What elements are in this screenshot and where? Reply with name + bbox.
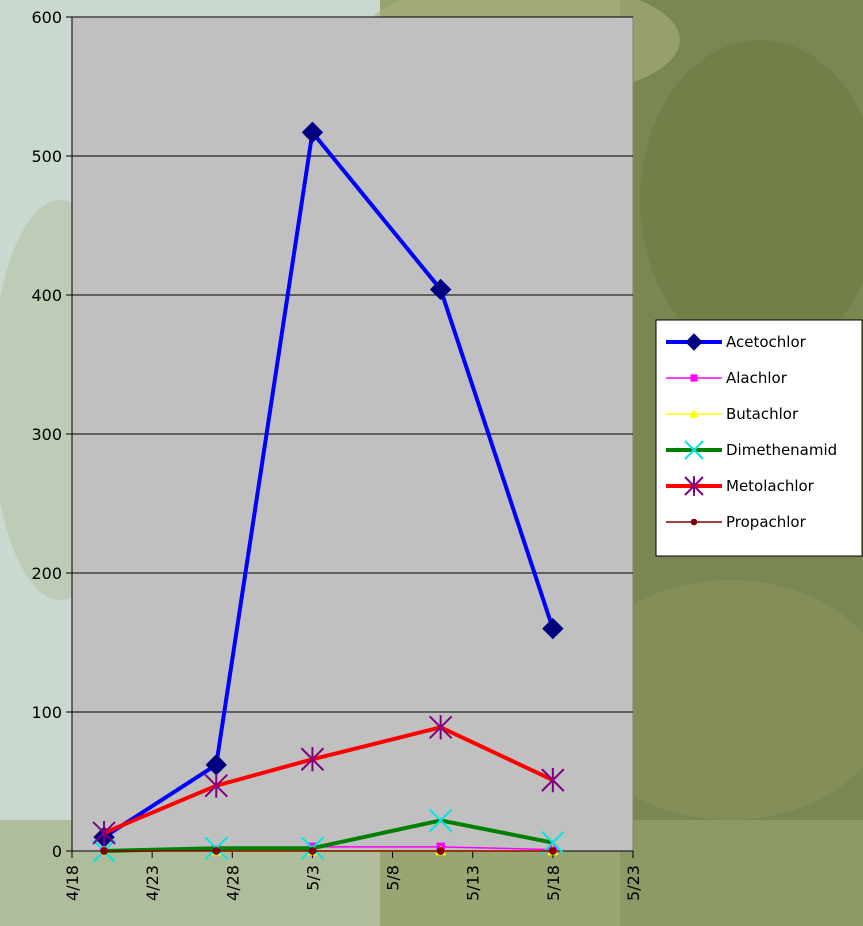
- legend-entry: Dimethenamid: [666, 440, 837, 460]
- legend-marker: [690, 518, 698, 526]
- legend-box: [655, 319, 863, 557]
- legend-marker: [684, 440, 704, 460]
- y-axis-ticks: 0 100 200 300 400 500 600: [31, 8, 72, 861]
- x-tick-label: 5/3: [303, 865, 322, 891]
- legend-marker: [690, 374, 698, 382]
- data-point: [541, 768, 565, 793]
- data-point: [300, 747, 325, 772]
- data-point: [92, 820, 116, 846]
- data-point: [542, 617, 564, 640]
- legend-label: Dimethenamid: [726, 441, 837, 459]
- legend-entry: Acetochlor: [666, 333, 807, 351]
- data-point: [100, 847, 108, 855]
- data-point: [428, 808, 453, 833]
- data-point: [549, 847, 557, 855]
- legend-label: Acetochlor: [726, 333, 807, 351]
- legend-entry: Metolachlor: [666, 476, 815, 496]
- data-point: [212, 847, 221, 855]
- data-point: [308, 847, 317, 855]
- legend-entry: Alachlor: [666, 369, 788, 387]
- data-point: [541, 830, 565, 855]
- legend: Acetochlor Alachlor Butachlor Dimethenamid M…: [655, 319, 863, 557]
- legend-label: Metolachlor: [726, 477, 815, 495]
- y-tick-label: 300: [31, 425, 62, 444]
- y-tick-label: 400: [31, 286, 62, 305]
- x-tick-label: 4/18: [63, 865, 82, 901]
- x-tick-label: 5/13: [464, 865, 483, 901]
- legend-entry: Butachlor: [666, 405, 799, 423]
- legend-label: Butachlor: [726, 405, 799, 423]
- y-tick-label: 0: [52, 842, 62, 861]
- x-tick-label: 5/23: [624, 865, 643, 901]
- legend-marker: [684, 476, 704, 496]
- data-point: [204, 773, 228, 798]
- legend-marker: [685, 333, 703, 351]
- series-layer: [92, 121, 565, 863]
- x-tick-label: 4/23: [143, 865, 162, 901]
- x-axis-ticks: 4/18 4/23 4/28 5/3 5/8 5/13 5/18 5/23: [63, 851, 643, 901]
- data-point: [428, 715, 453, 740]
- legend-label: Alachlor: [726, 369, 788, 387]
- series-propachlor: [100, 847, 557, 855]
- series-acetochlor: [93, 121, 564, 848]
- y-tick-label: 100: [31, 703, 62, 722]
- y-tick-label: 200: [31, 564, 62, 583]
- x-tick-label: 4/28: [223, 865, 242, 901]
- series-metolachlor: [92, 715, 565, 846]
- y-tick-label: 500: [31, 147, 62, 166]
- data-point: [301, 121, 324, 144]
- legend-entry: Propachlor: [666, 513, 807, 531]
- gridlines: [72, 16, 633, 713]
- data-point: [429, 278, 452, 301]
- x-tick-label: 5/8: [384, 865, 403, 891]
- y-tick-label: 600: [31, 8, 62, 27]
- x-tick-label: 5/18: [544, 865, 563, 901]
- legend-label: Propachlor: [726, 513, 807, 531]
- legend-marker: [689, 409, 699, 418]
- data-point: [436, 847, 445, 855]
